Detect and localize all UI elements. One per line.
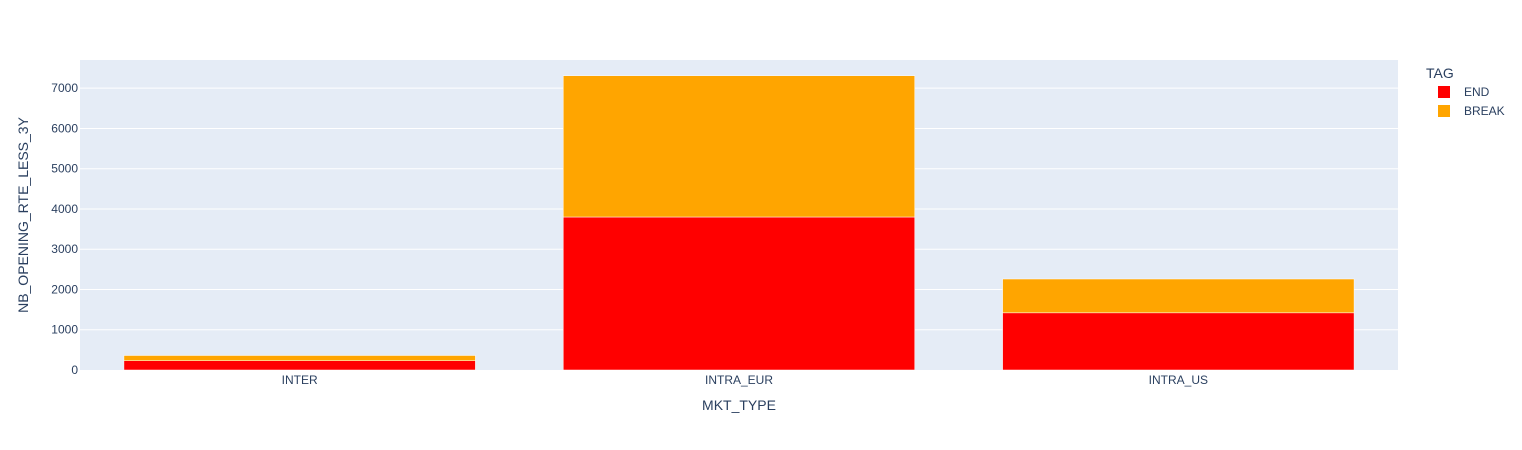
legend-items[interactable]: END BREAK (1438, 85, 1505, 118)
bar-end-intra_eur[interactable] (563, 216, 915, 371)
x-axis-ticks: INTER INTRA_EUR INTRA_US (282, 373, 1208, 387)
y-axis-ticks: 0 1000 2000 3000 4000 5000 6000 7000 (51, 81, 78, 377)
bars (123, 75, 1355, 371)
legend[interactable]: TAG END BREAK (1426, 65, 1505, 118)
y-tick-label: 5000 (51, 162, 78, 176)
legend-label: END (1464, 85, 1490, 99)
legend-title: TAG (1426, 65, 1454, 81)
x-tick-label: INTRA_US (1149, 373, 1208, 387)
x-tick-label: INTRA_EUR (705, 373, 773, 387)
bar-end-intra_us[interactable] (1002, 312, 1355, 371)
legend-swatch (1438, 105, 1450, 117)
bar-break-intra_us[interactable] (1002, 278, 1355, 314)
y-tick-label: 2000 (51, 282, 78, 296)
y-tick-label: 4000 (51, 202, 78, 216)
y-axis-title: NB_OPENING_RTE_LESS_3Y (15, 116, 31, 312)
legend-item-break[interactable]: BREAK (1438, 104, 1505, 118)
y-tick-label: 7000 (51, 81, 78, 95)
y-tick-label: 3000 (51, 242, 78, 256)
legend-swatch (1438, 86, 1450, 98)
bar-break-inter[interactable] (123, 355, 476, 361)
x-axis-title: MKT_TYPE (702, 397, 776, 413)
y-tick-label: 6000 (51, 121, 78, 135)
x-tick-label: INTER (282, 373, 318, 387)
y-tick-label: 1000 (51, 323, 78, 337)
y-tick-label: 0 (71, 363, 78, 377)
bar-end-inter[interactable] (123, 360, 476, 371)
bar-break-intra_eur[interactable] (563, 75, 915, 218)
legend-label: BREAK (1464, 104, 1505, 118)
legend-item-end[interactable]: END (1438, 85, 1490, 99)
